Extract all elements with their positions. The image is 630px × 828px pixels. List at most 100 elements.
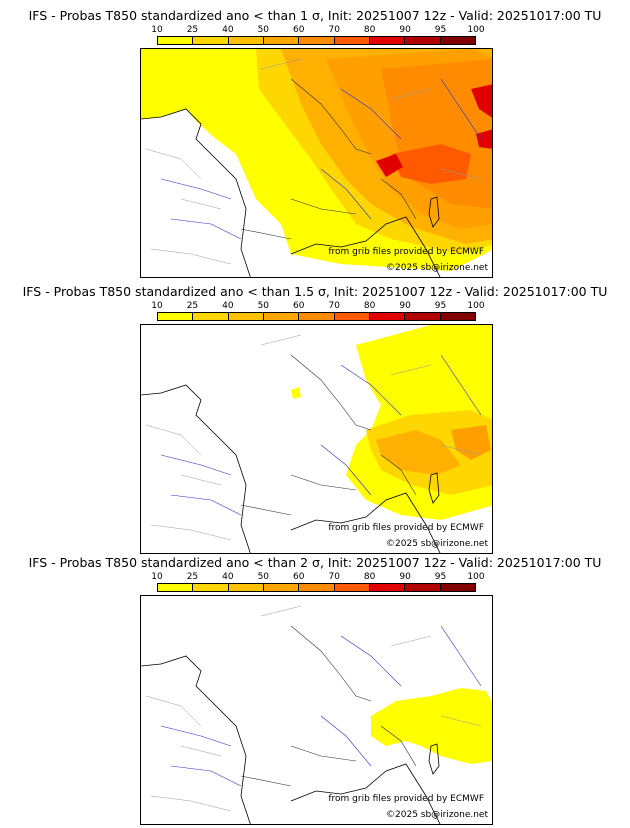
colorbar-swatch [228, 584, 264, 591]
colorbar-label: 100 [467, 301, 485, 311]
colorbar-swatch [193, 37, 229, 44]
colorbar-swatch [440, 584, 475, 591]
coastline [141, 655, 251, 824]
map-panel-3: IFS - Probas T850 standardized ano < tha… [0, 547, 630, 825]
prob-area-50 [451, 425, 491, 460]
borders [240, 78, 417, 240]
coastline [141, 384, 251, 553]
colorbar-swatch [193, 584, 229, 591]
colorbar-label: 95 [434, 572, 447, 582]
colorbar-swatch [405, 37, 441, 44]
colorbar-label: 10 [151, 25, 163, 35]
borders [240, 625, 417, 787]
colorbar-swatch [228, 37, 264, 44]
colorbar-label: 100 [467, 572, 485, 582]
colorbar-label: 60 [293, 572, 305, 582]
colorbar: 10 25 40 50 60 70 80 90 95 100 [151, 572, 485, 592]
colorbar-swatch [228, 313, 264, 320]
colorbar-label: 60 [293, 301, 305, 311]
admin-lines [145, 605, 482, 812]
colorbar-labels: 10 25 40 50 60 70 80 90 95 100 [151, 25, 484, 36]
panel-title: IFS - Probas T850 standardized ano < tha… [28, 8, 602, 23]
prob-area-70 [391, 144, 471, 184]
credit-source: from grib files provided by ECMWF [328, 794, 484, 804]
colorbar-bar [157, 583, 476, 592]
colorbar-label: 25 [186, 25, 199, 35]
admin-lines [145, 58, 482, 265]
coastline-med [290, 216, 441, 277]
colorbar-swatch [263, 313, 300, 320]
credit-source: from grib files provided by ECMWF [328, 523, 484, 533]
colorbar-labels: 10 25 40 50 60 70 80 90 95 100 [151, 572, 484, 583]
probability-map: from grib files provided by ECMWF ©2025 … [140, 324, 493, 554]
colorbar-label: 70 [328, 25, 340, 35]
prob-area-80 [376, 154, 403, 177]
colorbar-label: 90 [399, 301, 411, 311]
colorbar-swatch [369, 37, 406, 44]
prob-area-80b [471, 84, 492, 118]
colorbar-labels: 10 25 40 50 60 70 80 90 95 100 [151, 301, 484, 312]
panel-title: IFS - Probas T850 standardized ano < tha… [28, 555, 602, 570]
colorbar-bar [157, 312, 476, 321]
colorbar-swatch [334, 37, 370, 44]
colorbar-label: 95 [434, 301, 447, 311]
colorbar-swatch [369, 313, 406, 320]
borders [240, 354, 417, 516]
rivers [160, 78, 482, 240]
coastline-med [290, 763, 441, 824]
credit-copyright: ©2025 sb@irizone.net [386, 810, 488, 820]
colorbar-swatch [299, 37, 335, 44]
colorbar-swatch [158, 584, 194, 591]
colorbar-swatch [369, 584, 406, 591]
colorbar-swatch [440, 37, 475, 44]
colorbar-label: 10 [151, 572, 163, 582]
credit-copyright: ©2025 sb@irizone.net [386, 263, 488, 273]
credit-source: from grib files provided by ECMWF [328, 247, 484, 257]
prob-area-80c [476, 129, 492, 149]
map-panel-1: IFS - Probas T850 standardized ano < tha… [0, 0, 630, 278]
colorbar-swatch [299, 313, 335, 320]
colorbar: 10 25 40 50 60 70 80 90 95 100 [151, 301, 485, 321]
colorbar-label: 40 [222, 301, 234, 311]
colorbar-label: 50 [257, 301, 270, 311]
island-corsica [428, 472, 440, 504]
map-panel-2: IFS - Probas T850 standardized ano < tha… [0, 276, 630, 554]
prob-area-40 [376, 430, 461, 475]
colorbar-label: 100 [467, 25, 485, 35]
colorbar-swatch [299, 584, 335, 591]
colorbar-label: 95 [434, 25, 447, 35]
probability-map: from grib files provided by ECMWF ©2025 … [140, 48, 493, 278]
rivers [160, 354, 482, 516]
colorbar-label: 60 [293, 25, 305, 35]
prob-area-10b [291, 387, 301, 399]
coastline [141, 108, 251, 277]
colorbar-label: 10 [151, 301, 163, 311]
colorbar-label: 70 [328, 301, 340, 311]
colorbar-swatch [334, 584, 370, 591]
panel-title: IFS - Probas T850 standardized ano < tha… [22, 284, 608, 299]
colorbar-swatch [405, 584, 441, 591]
colorbar-swatch [334, 313, 370, 320]
colorbar-label: 50 [257, 25, 270, 35]
admin-lines [145, 334, 482, 541]
colorbar-label: 50 [257, 572, 270, 582]
colorbar-label: 25 [186, 572, 199, 582]
colorbar-swatch [158, 37, 194, 44]
colorbar-label: 90 [399, 572, 411, 582]
colorbar-bar [157, 36, 476, 45]
colorbar-label: 80 [363, 572, 376, 582]
prob-area-10 [371, 688, 492, 764]
colorbar-label: 90 [399, 25, 411, 35]
colorbar-label: 40 [222, 25, 234, 35]
colorbar-swatch [158, 313, 194, 320]
colorbar-swatch [263, 37, 300, 44]
colorbar-label: 40 [222, 572, 234, 582]
rivers [160, 625, 482, 787]
colorbar-label: 70 [328, 572, 340, 582]
island-corsica [428, 196, 440, 228]
colorbar-swatch [193, 313, 229, 320]
colorbar-label: 80 [363, 25, 376, 35]
credit-copyright: ©2025 sb@irizone.net [386, 539, 488, 549]
colorbar-swatch [440, 313, 475, 320]
colorbar-swatch [405, 313, 441, 320]
